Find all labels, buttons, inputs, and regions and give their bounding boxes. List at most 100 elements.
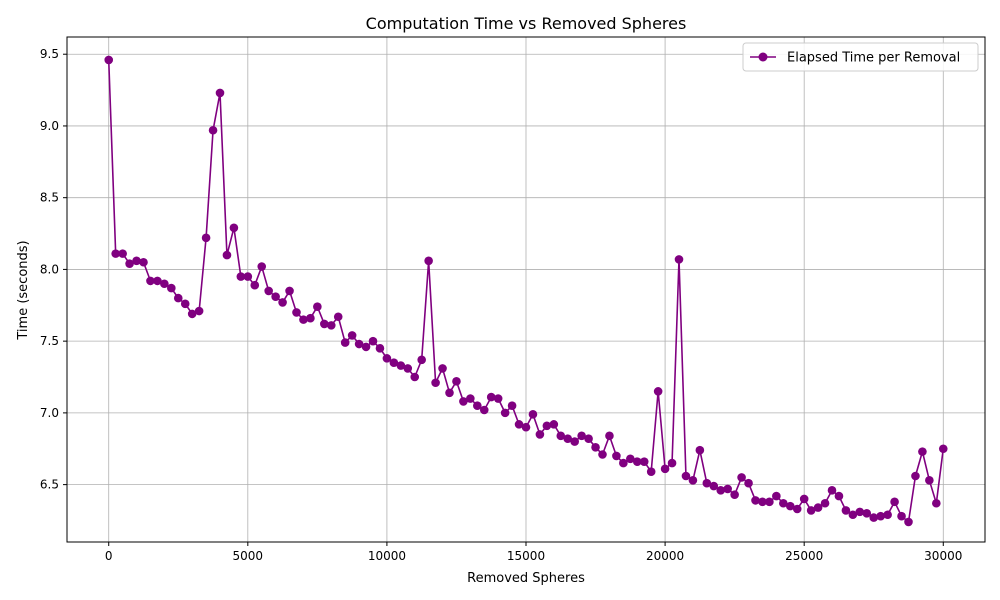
data-point xyxy=(264,286,273,296)
data-point xyxy=(389,358,399,367)
data-point xyxy=(229,223,239,233)
data-point xyxy=(834,491,844,501)
data-point xyxy=(424,256,433,266)
data-point xyxy=(535,430,545,439)
data-point xyxy=(153,276,162,286)
data-point xyxy=(751,496,760,505)
y-axis-label: Time (seconds) xyxy=(16,240,31,340)
y-tick-label: 8.5 xyxy=(40,191,59,205)
data-point xyxy=(285,286,294,296)
x-tick-label: 25000 xyxy=(785,549,823,563)
data-point xyxy=(382,354,392,363)
data-point xyxy=(792,504,802,514)
data-point xyxy=(841,506,851,515)
data-point xyxy=(118,249,127,258)
data-point xyxy=(619,458,628,468)
x-tick-label: 20000 xyxy=(646,549,684,563)
y-tick-label: 7.5 xyxy=(40,334,59,348)
data-point xyxy=(598,450,607,459)
data-point xyxy=(765,497,774,507)
data-point xyxy=(695,445,705,455)
data-point xyxy=(646,467,656,477)
data-point xyxy=(313,302,322,312)
data-point xyxy=(340,338,350,347)
y-axis-ticks: 6.5 7.0 7.5 8.0 8.5 9.0 9.5 xyxy=(40,47,67,492)
data-point xyxy=(667,458,677,468)
x-tick-label: 15000 xyxy=(507,549,545,563)
data-point xyxy=(890,497,899,507)
x-tick-label: 10000 xyxy=(368,549,406,563)
data-point xyxy=(208,125,218,135)
data-point xyxy=(542,421,552,431)
data-point xyxy=(493,394,503,403)
y-tick-label: 9.0 xyxy=(40,119,59,133)
data-point xyxy=(758,497,767,507)
data-point xyxy=(354,339,364,349)
y-tick-label: 9.5 xyxy=(40,47,59,61)
x-axis-ticks: 0 5000 10000 15000 20000 25000 30000 xyxy=(105,542,962,563)
y-tick-label: 6.5 xyxy=(40,478,59,492)
data-point xyxy=(688,476,698,485)
data-point xyxy=(333,312,343,322)
data-point xyxy=(417,355,426,365)
data-point xyxy=(500,408,510,418)
data-point xyxy=(813,503,823,512)
data-point xyxy=(180,299,190,309)
data-point xyxy=(403,364,413,373)
data-point xyxy=(897,511,906,521)
data-point xyxy=(215,88,225,98)
data-point xyxy=(201,233,211,243)
data-point xyxy=(222,250,232,260)
data-point xyxy=(173,293,183,303)
legend-marker-swatch xyxy=(758,52,768,62)
data-point xyxy=(549,420,559,429)
data-point xyxy=(431,378,440,388)
data-point xyxy=(681,471,691,481)
y-tick-label: 8.0 xyxy=(40,262,59,276)
data-point xyxy=(146,276,155,286)
data-point xyxy=(104,55,114,65)
data-point xyxy=(862,509,872,518)
data-point xyxy=(187,309,197,319)
data-point xyxy=(320,319,329,329)
data-point xyxy=(577,431,586,441)
data-point xyxy=(486,392,496,402)
data-point xyxy=(883,510,892,520)
data-point xyxy=(167,283,176,293)
data-point xyxy=(347,331,357,340)
chart-title: Computation Time vs Removed Spheres xyxy=(366,14,687,33)
data-point xyxy=(938,444,948,454)
data-point xyxy=(911,471,920,481)
data-point xyxy=(466,394,475,403)
legend-label: Elapsed Time per Removal xyxy=(787,51,960,66)
data-point xyxy=(918,447,927,456)
data-point xyxy=(660,464,670,474)
legend-box xyxy=(742,42,979,72)
data-point xyxy=(932,498,941,508)
data-point xyxy=(194,306,204,316)
data-point xyxy=(591,443,600,452)
data-point xyxy=(744,478,753,488)
data-point xyxy=(396,361,406,370)
data-point xyxy=(326,321,336,330)
series-layer xyxy=(104,55,948,527)
data-point xyxy=(473,401,482,411)
data-point xyxy=(674,255,684,264)
data-point xyxy=(904,517,913,527)
data-point xyxy=(563,434,573,444)
data-point xyxy=(709,481,719,491)
data-point xyxy=(459,397,468,406)
data-point xyxy=(702,478,712,488)
data-point xyxy=(639,457,649,466)
data-point xyxy=(292,308,301,317)
data-point xyxy=(785,501,795,511)
data-point xyxy=(368,336,378,346)
data-point xyxy=(452,377,461,386)
data-point xyxy=(869,513,879,522)
data-point xyxy=(827,486,837,495)
data-point xyxy=(855,507,865,517)
data-point xyxy=(361,342,371,352)
data-point xyxy=(528,410,538,419)
data-point xyxy=(716,486,726,495)
